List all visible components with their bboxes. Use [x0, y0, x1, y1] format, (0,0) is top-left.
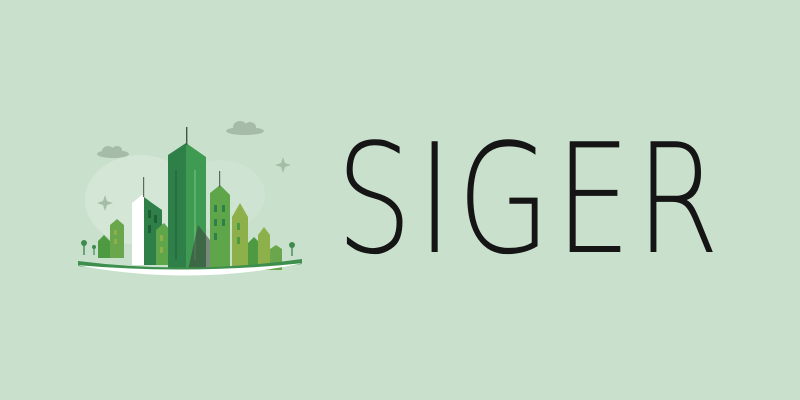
ground-arc	[76, 263, 304, 276]
cloud-icon	[226, 121, 264, 135]
city-skyline-icon	[76, 121, 304, 276]
sparkle-icon	[97, 195, 113, 211]
cloud-icon	[97, 146, 129, 158]
wordmark: SIGER	[336, 128, 724, 268]
sparkle-icon	[275, 157, 291, 173]
brand-name: SIGER	[336, 128, 724, 268]
